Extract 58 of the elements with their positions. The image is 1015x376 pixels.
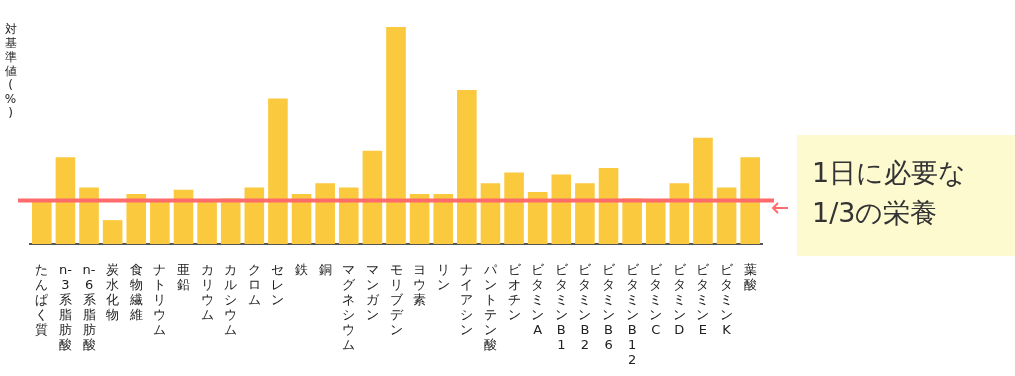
bar xyxy=(693,137,713,244)
x-tick-label: 食物繊維 xyxy=(129,262,144,322)
x-tick-label: ビタミンB1 xyxy=(554,262,569,352)
bar xyxy=(126,194,147,244)
bar xyxy=(457,89,477,244)
x-tick-label: 鉄 xyxy=(294,262,309,277)
bar xyxy=(220,198,241,244)
ref-line-label: 1日に必要な 1/3の栄養 xyxy=(797,135,1015,256)
x-tick-label: ビタミンK xyxy=(719,262,734,337)
x-tick-label: 亜鉛 xyxy=(176,262,191,292)
bar xyxy=(504,172,524,244)
bar xyxy=(740,157,760,244)
x-tick-label: 銅 xyxy=(318,262,333,277)
bar xyxy=(79,187,99,244)
bar xyxy=(197,200,217,244)
bar xyxy=(32,200,52,244)
bar xyxy=(362,150,383,244)
x-tick-label: 炭水化物 xyxy=(105,262,120,322)
x-tick-label: n-3系脂肪酸 xyxy=(58,262,73,352)
bar xyxy=(55,157,76,244)
x-tick-label: ビタミンB6 xyxy=(601,262,616,352)
x-tick-label: 葉酸 xyxy=(743,262,758,292)
x-tick-label: ビタミンE xyxy=(695,262,710,337)
bar xyxy=(622,198,642,244)
x-tick-label: ビオチン xyxy=(507,262,522,322)
x-tick-label: n-6系脂肪酸 xyxy=(82,262,97,352)
bar xyxy=(268,98,288,244)
x-tick-label: モリブデン xyxy=(389,262,403,337)
x-tick-label: カルシウム xyxy=(223,262,238,337)
x-tick-label: リン xyxy=(436,262,451,292)
bar xyxy=(315,183,335,244)
bar xyxy=(150,200,170,244)
x-tick-label: ビタミンB2 xyxy=(577,262,592,352)
x-tick-label: ヨウ素 xyxy=(412,262,427,307)
bar xyxy=(598,168,619,244)
bar xyxy=(102,220,123,244)
x-tick-label: ビタミンA xyxy=(530,262,545,337)
x-tick-label: たんぱく質 xyxy=(34,262,49,337)
x-tick-label: カリウム xyxy=(200,262,215,322)
bar xyxy=(575,183,595,244)
bar xyxy=(386,27,406,244)
bar xyxy=(645,200,666,244)
y-axis-title: 対基準値(%) xyxy=(4,22,17,120)
bar xyxy=(480,183,501,244)
bar xyxy=(669,183,690,244)
x-tick-label: ビタミンC xyxy=(648,262,663,337)
bar xyxy=(551,174,572,244)
bar xyxy=(338,187,359,244)
x-tick-label: ビタミンD xyxy=(672,262,687,337)
x-tick-label: クロム xyxy=(247,262,262,307)
x-tick-label: ナイアシン xyxy=(459,262,474,337)
x-tick-label: パントテン酸 xyxy=(483,262,498,352)
x-tick-label: ビタミンB12 xyxy=(625,262,640,367)
x-tick-label: マグネシウム xyxy=(341,262,356,352)
bar xyxy=(433,194,454,244)
x-tick-label: ナトリウム xyxy=(152,262,167,337)
x-tick-label: セレン xyxy=(270,262,285,307)
x-tick-label: マンガン xyxy=(365,262,380,322)
